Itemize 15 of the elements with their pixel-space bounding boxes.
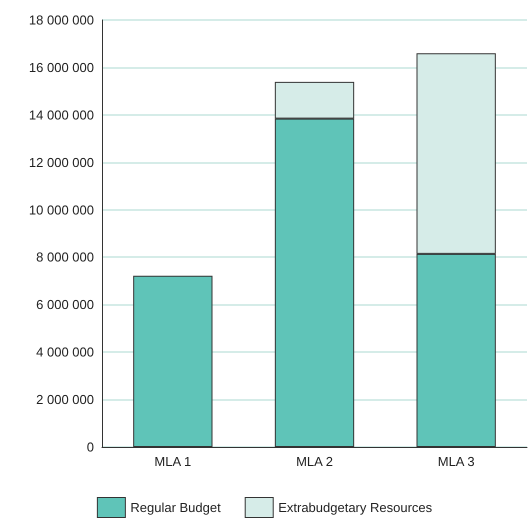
y-tick-label: 10 000 000	[28, 202, 94, 218]
y-tick-label: 4 000 000	[36, 344, 94, 360]
legend-label: Extrabudgetary Resources	[278, 500, 433, 515]
y-tick-label: 12 000 000	[28, 154, 94, 170]
y-tick-label: 18 000 000	[28, 12, 94, 28]
y-tick-label: 14 000 000	[28, 107, 94, 122]
x-tick-label: MLA 1	[154, 454, 192, 469]
x-tick-label: MLA 3	[438, 454, 475, 469]
y-tick-label: 6 000 000	[36, 297, 94, 312]
y-tick-label: 8 000 000	[36, 250, 94, 265]
legend-label: Regular Budget	[130, 500, 222, 515]
x-tick-label: MLA 2	[296, 454, 333, 469]
y-tick-label: 16 000 000	[28, 60, 94, 75]
y-tick-label: 0	[86, 440, 94, 454]
y-tick-label: 2 000 000	[36, 392, 94, 408]
